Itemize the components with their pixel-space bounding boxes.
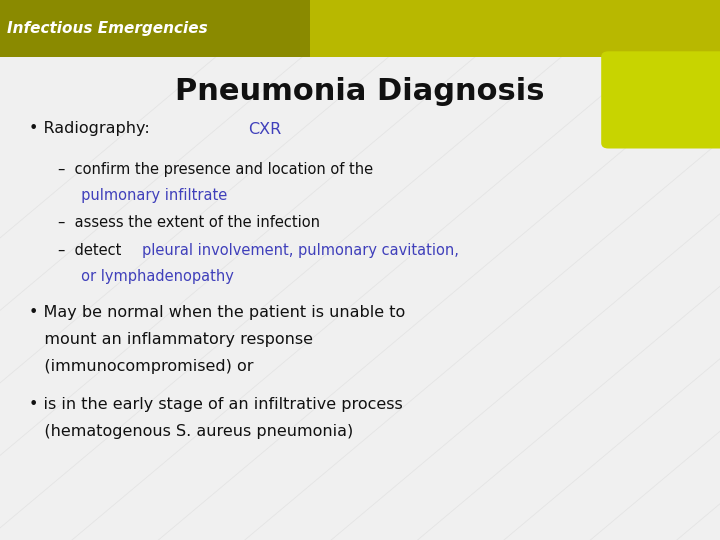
Text: (immunocompromised) or: (immunocompromised) or (29, 359, 253, 374)
Text: –  detect: – detect (58, 243, 125, 258)
Text: CXR: CXR (248, 122, 282, 137)
Text: Infectious Emergencies: Infectious Emergencies (7, 21, 208, 36)
Text: pleural involvement, pulmonary cavitation,: pleural involvement, pulmonary cavitatio… (142, 243, 459, 258)
Text: mount an inflammatory response: mount an inflammatory response (29, 332, 312, 347)
Text: • Radiography:: • Radiography: (29, 122, 160, 137)
FancyBboxPatch shape (601, 51, 720, 148)
Text: –  confirm the presence and location of the: – confirm the presence and location of t… (58, 162, 373, 177)
Text: –  assess the extent of the infection: – assess the extent of the infection (58, 215, 320, 230)
FancyBboxPatch shape (0, 0, 310, 57)
Text: Pneumonia Diagnosis: Pneumonia Diagnosis (175, 77, 545, 106)
Text: pulmonary infiltrate: pulmonary infiltrate (58, 188, 227, 203)
Text: or lymphadenopathy: or lymphadenopathy (58, 269, 233, 284)
FancyBboxPatch shape (0, 0, 720, 57)
Text: • is in the early stage of an infiltrative process: • is in the early stage of an infiltrati… (29, 397, 402, 412)
Text: • May be normal when the patient is unable to: • May be normal when the patient is unab… (29, 305, 405, 320)
Text: (hematogenous S. aureus pneumonia): (hematogenous S. aureus pneumonia) (29, 424, 353, 439)
